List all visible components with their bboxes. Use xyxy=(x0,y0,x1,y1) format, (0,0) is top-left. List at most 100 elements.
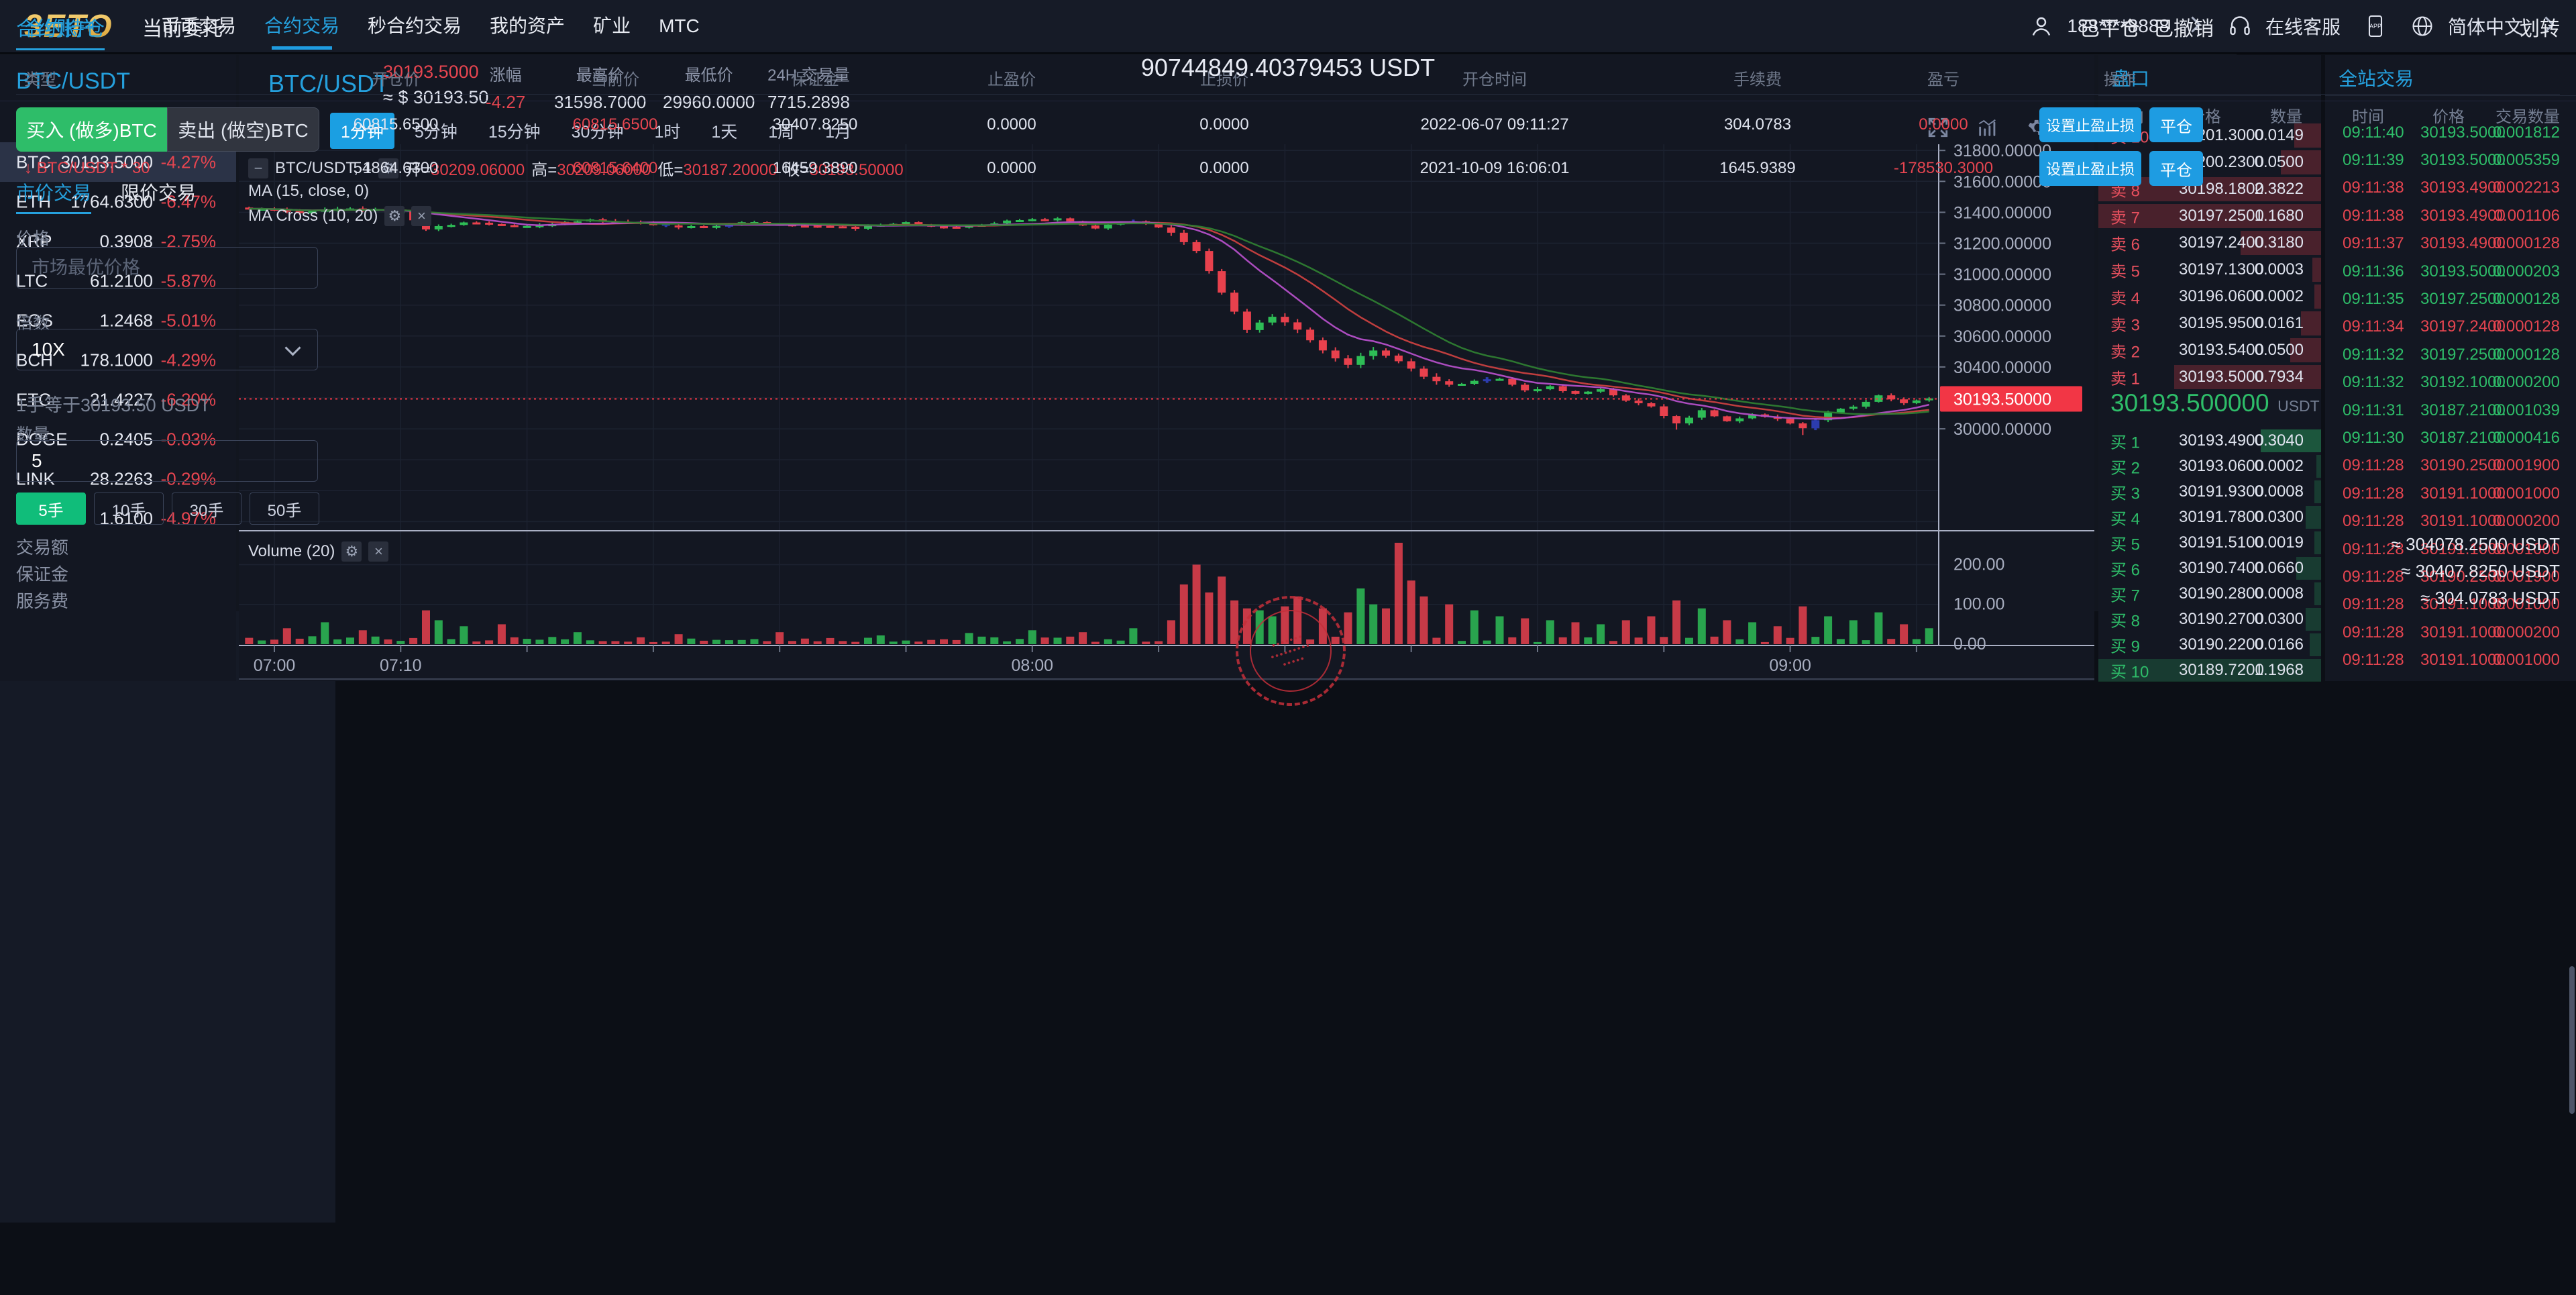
ask-row-7[interactable]: 卖 7 30197.2500 1.1680 xyxy=(2098,203,2321,229)
timeframe-1分钟[interactable]: 1分钟 xyxy=(330,113,394,149)
coin-row-BCH[interactable]: BCH 178.1000 -4.29% xyxy=(16,350,216,370)
timeframe-1周[interactable]: 1周 xyxy=(768,123,795,142)
ma-close-icon[interactable]: × xyxy=(411,206,432,226)
headset-icon xyxy=(2230,16,2250,36)
user-phone[interactable]: 188****8888 xyxy=(2067,15,2169,36)
link-cancelled[interactable]: 已撤销 xyxy=(2153,18,2214,40)
pos-col-3: 保证金 xyxy=(791,70,839,89)
trade-row: 09:11:38 30193.4900 0.001106 xyxy=(2343,206,2560,225)
account-panel: 合约账户 划转 90744849.40379453 USDT 买入 (做多)BT… xyxy=(0,18,2560,1223)
close-position-button[interactable]: 平仓 xyxy=(2149,107,2203,142)
position-cell: 0.0000 xyxy=(987,115,1036,134)
quantity-input[interactable] xyxy=(16,440,318,482)
position-cell: 2021-10-09 16:06:01 xyxy=(1419,159,1570,177)
trade-row: 09:11:28 30191.1000 0.001000 xyxy=(2343,484,2560,503)
ask-depth-bar xyxy=(2301,311,2321,335)
bid-row-10[interactable]: 买 10 30189.7200 1.1968 xyxy=(2098,658,2321,683)
lot-buttons: 5手 10手 30手 50手 xyxy=(16,493,319,525)
app-icon[interactable]: APP xyxy=(2363,14,2387,38)
lot-button-50手[interactable]: 50手 xyxy=(250,493,319,525)
bid-row-4[interactable]: 买 4 30191.7800 0.0300 xyxy=(2098,505,2321,530)
bid-row-7[interactable]: 买 7 30190.2800 0.0008 xyxy=(2098,581,2321,607)
coin-row-ETC[interactable]: ETC 21.4227 -6.20% xyxy=(16,389,216,409)
logo[interactable]: 3ETO xyxy=(24,9,113,44)
trades-panel: 全站交易 时间 价格 交易数量 09:11:40 30193.5000 0.0018… xyxy=(2325,55,2576,681)
timeframe-30分钟[interactable]: 30分钟 xyxy=(571,123,624,142)
nav-menu: 币币交易 合约交易 秒合约交易 我的资产 矿业 MTC xyxy=(161,0,700,52)
nav-right: 188****8888 在线客服 APP 简体中文 xyxy=(2029,0,2556,52)
fullscreen-icon[interactable] xyxy=(1927,116,1949,139)
ask-row-3[interactable]: 卖 3 30195.9500 0.0161 xyxy=(2098,310,2321,337)
bid-depth-bar xyxy=(2305,608,2321,631)
collapse-icon[interactable]: − xyxy=(248,158,268,178)
coin-row-EOS[interactable]: EOS 1.2468 -5.01% xyxy=(16,310,216,330)
trade-row: 09:11:28 30191.1000 0.001000 xyxy=(2343,595,2560,614)
pos-col-7: 手续费 xyxy=(1733,70,1782,89)
buy-long-button[interactable]: 买入 (做多)BTC xyxy=(16,107,167,152)
vol-close-icon[interactable]: × xyxy=(368,541,389,562)
leverage-select[interactable]: 10X xyxy=(16,329,318,370)
ask-depth-bar xyxy=(2314,284,2321,309)
bid-depth-bar xyxy=(2305,506,2321,529)
ask-row-1[interactable]: 卖 1 30193.5000 0.7934 xyxy=(2098,364,2321,391)
lot-button-5手[interactable]: 5手 xyxy=(16,493,86,525)
nav-item-4[interactable]: 矿业 xyxy=(593,15,631,36)
lot-button-30手[interactable]: 30手 xyxy=(172,493,241,525)
bid-row-9[interactable]: 买 9 30190.2200 0.0166 xyxy=(2098,632,2321,658)
chart-legend: − BTC/USDT, 1 ⚙ 开=30209.06000 高=30209.06… xyxy=(248,156,904,180)
sell-short-button[interactable]: 卖出 (做空)BTC xyxy=(167,107,319,152)
ask-row-5[interactable]: 卖 5 30197.1300 0.0003 xyxy=(2098,256,2321,283)
indicator-icon[interactable] xyxy=(1976,116,1999,139)
timeframe-15分钟[interactable]: 15分钟 xyxy=(488,123,541,142)
tab-market-order[interactable]: 市价交易 xyxy=(16,178,92,214)
vol-gear-icon[interactable]: ⚙ xyxy=(341,541,362,562)
bid-row-6[interactable]: 买 6 30190.7400 0.0660 xyxy=(2098,556,2321,581)
nav-item-2[interactable]: 秒合约交易 xyxy=(368,15,462,36)
chart-pair-title: BTC/USDT xyxy=(268,70,389,97)
nav-item-5[interactable]: MTC xyxy=(659,15,700,36)
set-tpsl-button[interactable]: 设置止盈止损 xyxy=(2039,151,2141,186)
svg-text:08:00: 08:00 xyxy=(1012,656,1054,675)
lot-button-10手[interactable]: 10手 xyxy=(94,493,164,525)
trade-row: 09:11:28 30190.2500 0.001900 xyxy=(2343,567,2560,586)
svg-text:30600.00000: 30600.00000 xyxy=(1953,327,2051,346)
ask-row-4[interactable]: 卖 4 30196.0600 0.0002 xyxy=(2098,283,2321,310)
timeframe-1月[interactable]: 1月 xyxy=(825,123,852,142)
timeframe-1天[interactable]: 1天 xyxy=(711,123,738,142)
svg-text:07:00: 07:00 xyxy=(254,656,296,675)
orderbook-current-price: 30193.500000 USDT xyxy=(2110,389,2320,417)
legend-gear-icon[interactable]: ⚙ xyxy=(378,158,399,178)
tab-open-orders[interactable]: 当前委托 xyxy=(142,18,223,40)
ask-depth-bar xyxy=(2241,231,2321,255)
volume-legend: Volume (20) ⚙ × xyxy=(248,541,389,562)
coin-row-ETH[interactable]: ETH 1764.6300 -6.47% xyxy=(16,191,216,211)
close-position-button[interactable]: 平仓 xyxy=(2149,151,2203,186)
candlestick-chart: 31800.00000 31600.00000 31400.00000 31200.0… xyxy=(239,142,2094,680)
summary-row-2: 服务费 ≈ 304.0783 USDT xyxy=(16,588,2560,611)
nav-item-3[interactable]: 我的资产 xyxy=(490,15,566,36)
transfer-link[interactable]: 划转 xyxy=(2520,18,2560,40)
support-link[interactable]: 在线客服 xyxy=(2265,17,2341,38)
pos-col-8: 盈亏 xyxy=(1927,70,1960,89)
ask-row-6[interactable]: 卖 6 30197.2400 0.3180 xyxy=(2098,229,2321,256)
link-closed[interactable]: 已平仓 xyxy=(2080,18,2140,40)
nav-item-0[interactable]: 币币交易 xyxy=(161,15,237,36)
chart-canvas[interactable]: 31800.00000 31600.00000 31400.00000 31200.0… xyxy=(239,142,2094,681)
bid-row-5[interactable]: 买 5 30191.5100 0.0019 xyxy=(2098,530,2321,556)
price-input[interactable] xyxy=(16,247,318,289)
bid-row-3[interactable]: 买 3 30191.9300 0.0008 xyxy=(2098,479,2321,505)
nav-item-1[interactable]: 合约交易 xyxy=(264,0,339,52)
ask-row-2[interactable]: 卖 2 30193.5400 0.0500 xyxy=(2098,337,2321,364)
set-tpsl-button[interactable]: 设置止盈止损 xyxy=(2039,107,2141,142)
ma-gear-icon[interactable]: ⚙ xyxy=(384,206,405,226)
timeframe-5分钟[interactable]: 5分钟 xyxy=(414,123,458,142)
language-selector[interactable]: 简体中文 xyxy=(2447,17,2523,38)
timeframe-1时[interactable]: 1时 xyxy=(654,123,681,142)
bid-row-1[interactable]: 买 1 30193.4900 0.3040 xyxy=(2098,428,2321,454)
scrollbar[interactable] xyxy=(2569,966,2575,1114)
tab-limit-order[interactable]: 限价交易 xyxy=(121,183,197,203)
bid-row-2[interactable]: 买 2 30193.0600 0.0002 xyxy=(2098,454,2321,479)
bid-depth-bar xyxy=(2314,582,2321,605)
position-cell: 1645.9389 xyxy=(1719,159,1796,177)
bid-row-8[interactable]: 买 8 30190.2700 0.0300 xyxy=(2098,607,2321,632)
